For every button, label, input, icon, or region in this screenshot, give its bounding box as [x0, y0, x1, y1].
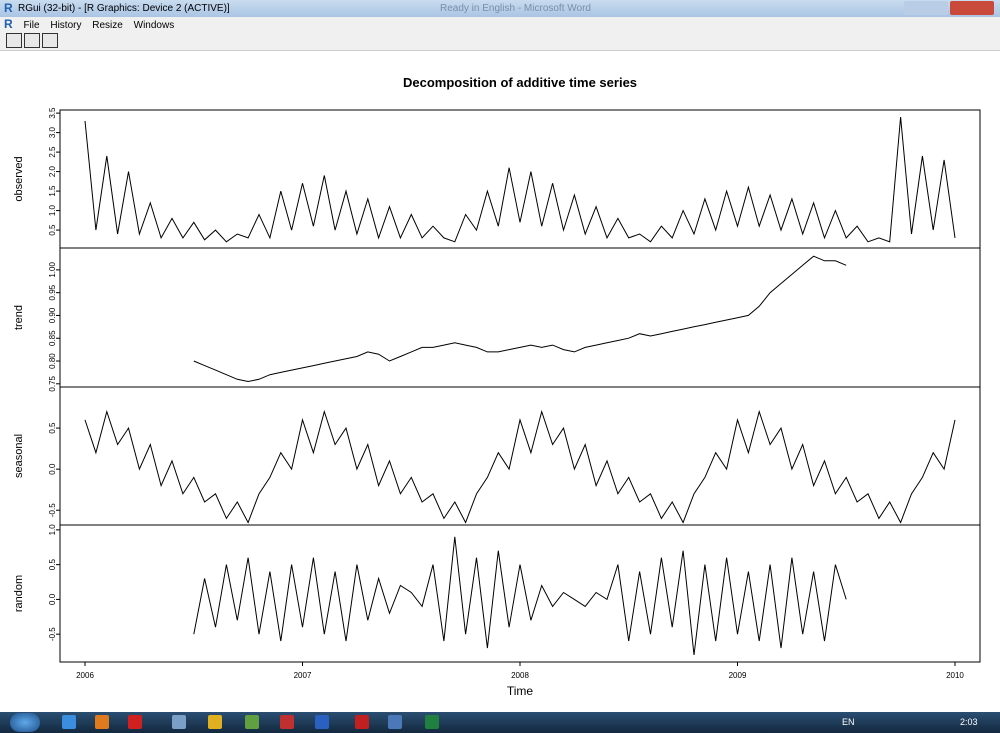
y-tick-label: 1.00: [48, 262, 57, 278]
panel-frame: [60, 525, 980, 662]
x-tick-label: 2008: [511, 671, 529, 680]
window-controls[interactable]: [904, 1, 948, 15]
taskbar-icon[interactable]: [245, 715, 259, 729]
menu-bar: R File History Resize Windows: [0, 17, 1000, 31]
taskbar-icon[interactable]: [388, 715, 402, 729]
y-axis-label: trend: [13, 305, 25, 330]
y-tick-label: 3.0: [48, 127, 57, 139]
start-button[interactable]: [10, 713, 40, 732]
background-window-title: Ready in English - Microsoft Word: [440, 0, 591, 17]
y-tick-label: 0.5: [48, 422, 57, 434]
chart: Decomposition of additive time series Ti…: [0, 50, 1000, 712]
stop-button[interactable]: [42, 33, 58, 48]
series-line: [85, 412, 955, 523]
menu-item[interactable]: Windows: [134, 20, 175, 31]
menu-item[interactable]: Resize: [92, 20, 123, 31]
series-line: [194, 256, 846, 381]
y-tick-label: 0.0: [48, 463, 57, 475]
panel-frame: [60, 248, 980, 387]
y-axis-label: observed: [13, 156, 25, 201]
title-bar: R RGui (32-bit) - [R Graphics: Device 2 …: [0, 0, 1000, 17]
x-tick-label: 2007: [294, 671, 312, 680]
y-tick-label: -0.5: [48, 503, 57, 517]
taskbar-icon[interactable]: [315, 715, 329, 729]
clock: 2:03: [960, 717, 978, 727]
y-tick-label: 1.5: [48, 185, 57, 197]
screen: {"window": {"title": "RGui (32-bit) - [R…: [0, 0, 1000, 733]
x-tick-label: 2010: [946, 671, 964, 680]
menu-item[interactable]: History: [50, 20, 81, 31]
y-tick-label: 0.5: [48, 559, 57, 571]
taskbar-icon[interactable]: [425, 715, 439, 729]
toolbar: [0, 31, 1000, 51]
app-icon: R: [4, 0, 13, 17]
menu-icon: R: [4, 17, 13, 31]
page: body { margin: 0; width: 1000px; height:…: [0, 0, 1000, 733]
taskbar-icon[interactable]: [95, 715, 109, 729]
y-tick-label: -0.5: [48, 627, 57, 641]
chart-title: Decomposition of additive time series: [403, 75, 637, 90]
y-tick-label: 0.95: [48, 284, 57, 300]
y-tick-label: 2.5: [48, 146, 57, 158]
y-tick-label: 0.75: [48, 375, 57, 391]
y-tick-label: 0.85: [48, 330, 57, 346]
y-tick-label: 0.0: [48, 593, 57, 605]
taskbar-icon[interactable]: [128, 715, 142, 729]
series-line: [85, 117, 955, 242]
y-tick-label: 3.5: [48, 107, 57, 119]
taskbar-icon[interactable]: [280, 715, 294, 729]
taskbar-icon[interactable]: [172, 715, 186, 729]
y-tick-label: 0.5: [48, 224, 57, 236]
y-tick-label: 0.90: [48, 307, 57, 323]
menu-item[interactable]: File: [23, 20, 39, 31]
x-tick-label: 2009: [729, 671, 747, 680]
y-tick-label: 2.0: [48, 165, 57, 177]
close-button[interactable]: [950, 1, 994, 15]
taskbar-icon[interactable]: [355, 715, 369, 729]
taskbar-icon[interactable]: [62, 715, 76, 729]
language-indicator[interactable]: EN: [842, 717, 855, 727]
copy-button[interactable]: [6, 33, 22, 48]
taskbar: EN 2:03: [0, 712, 1000, 733]
y-axis-label: seasonal: [13, 434, 25, 478]
panel-frame: [60, 387, 980, 525]
y-tick-label: 0.80: [48, 353, 57, 369]
x-tick-label: 2006: [76, 671, 94, 680]
series-line: [194, 537, 846, 655]
window-title: RGui (32-bit) - [R Graphics: Device 2 (A…: [18, 0, 230, 17]
taskbar-icon[interactable]: [208, 715, 222, 729]
x-axis-label: Time: [507, 684, 534, 698]
y-tick-label: 1.0: [48, 524, 57, 536]
y-tick-label: 1.0: [48, 204, 57, 216]
print-button[interactable]: [24, 33, 40, 48]
y-axis-label: random: [13, 575, 25, 612]
